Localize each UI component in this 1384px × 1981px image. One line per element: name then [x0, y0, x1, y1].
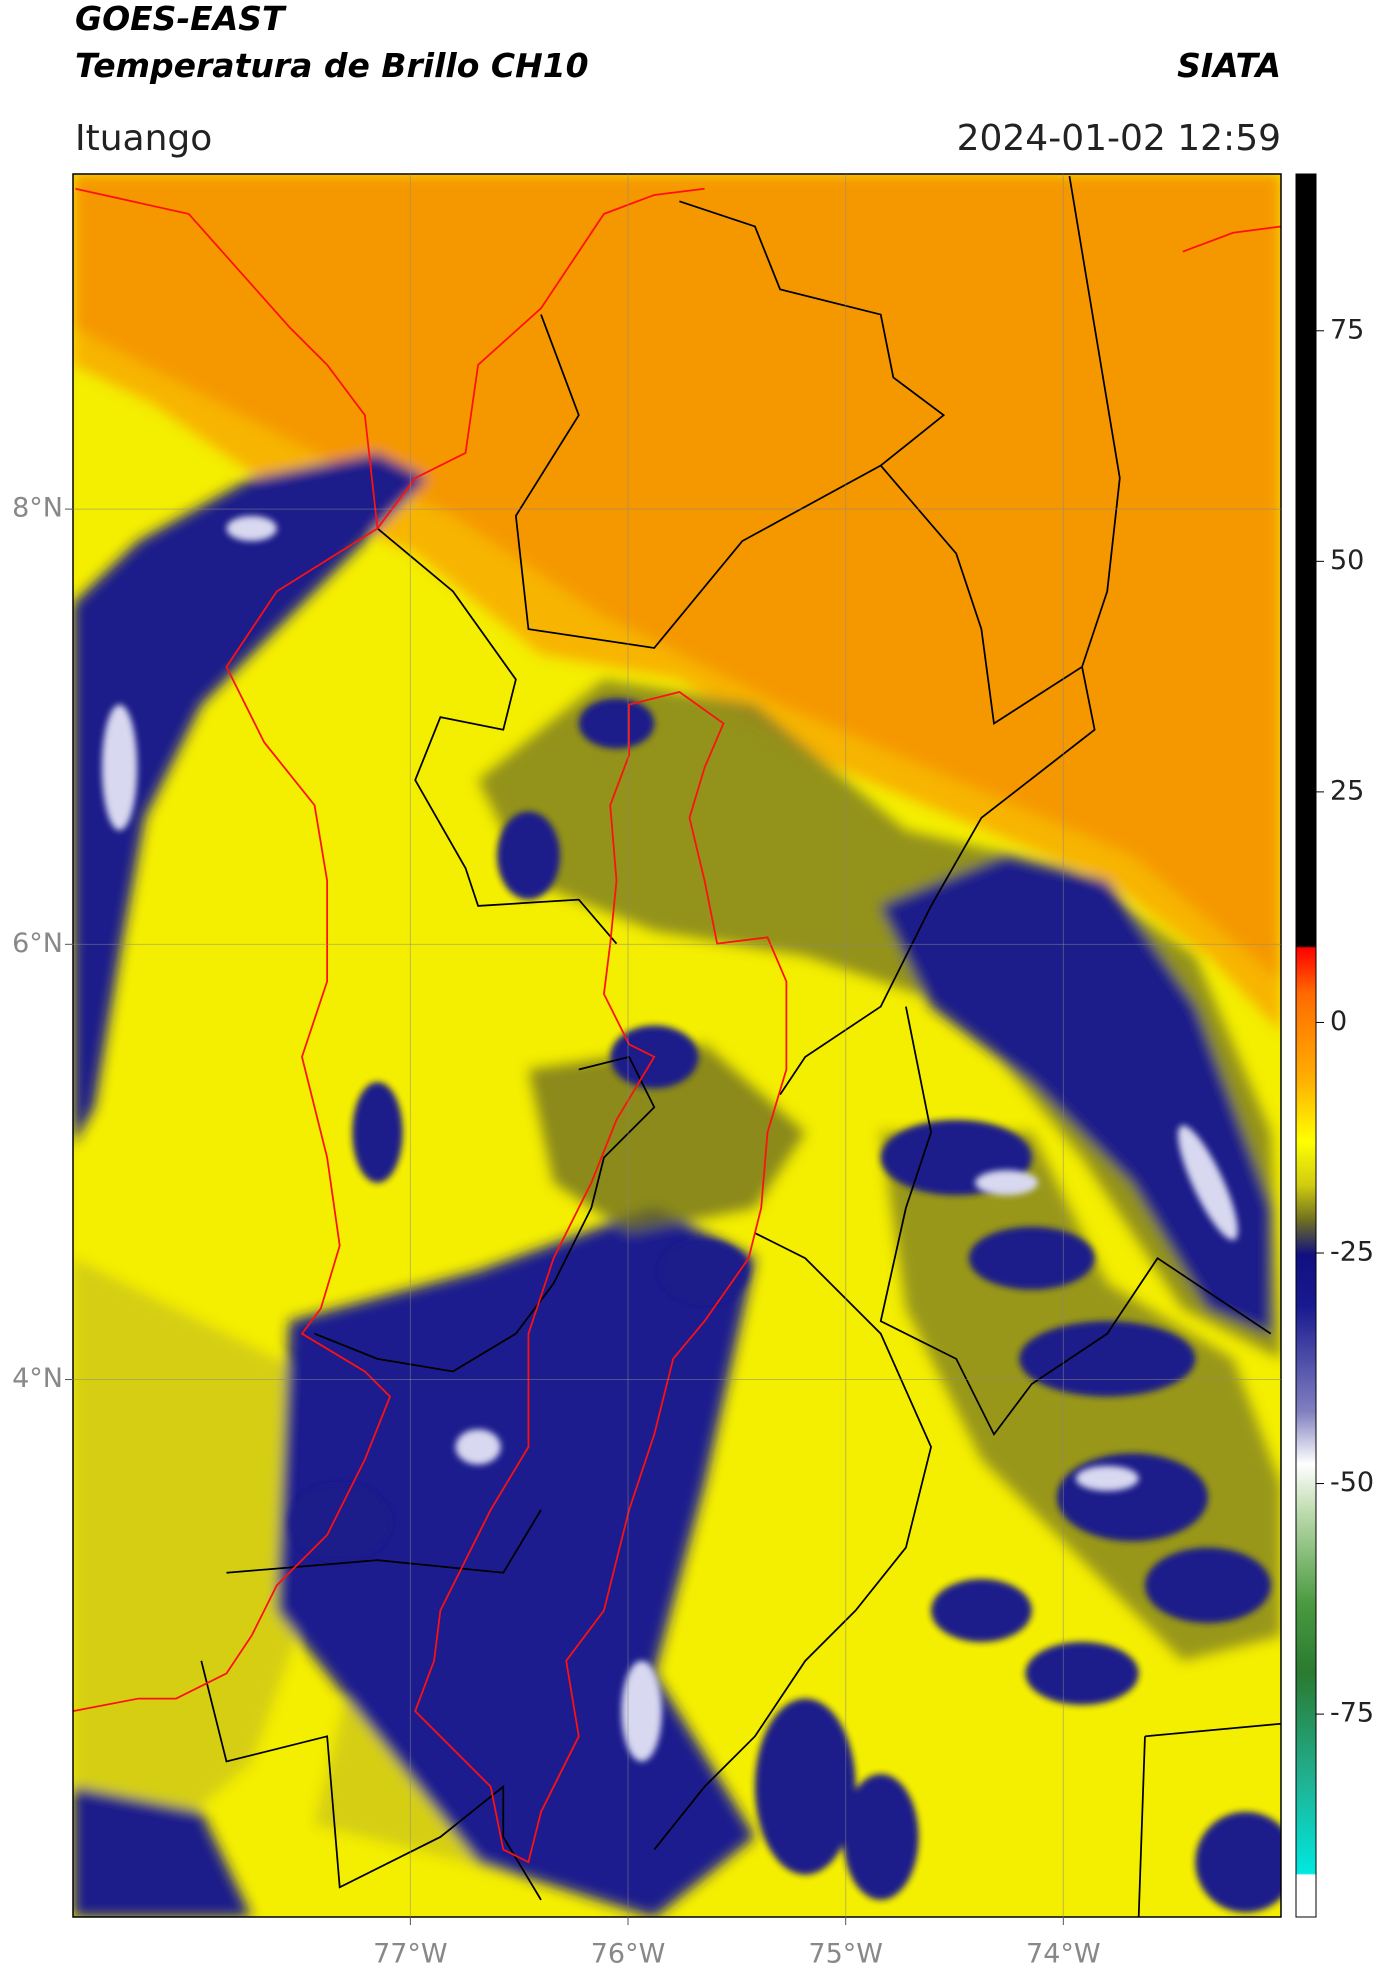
- location: Ituango: [75, 118, 212, 159]
- map-frame: [72, 173, 1282, 1918]
- colorbar-tick-label: -50: [1330, 1467, 1374, 1498]
- satellite-image: [72, 173, 1281, 1918]
- x-tick-label: 77°W: [373, 1939, 448, 1970]
- subtitle: Temperatura de Brillo CH10: [75, 46, 589, 85]
- y-tick-label: 8°N: [12, 493, 63, 524]
- brand: SIATA: [1177, 46, 1281, 85]
- colorbar-tick-label: 25: [1330, 775, 1364, 806]
- y-tick-label: 6°N: [12, 928, 63, 959]
- colorbar-tick-label: 0: [1330, 1006, 1347, 1037]
- colorbar-tick-label: 50: [1330, 545, 1364, 576]
- title: GOES-EAST: [75, 0, 287, 38]
- colorbar-tick-label: -75: [1330, 1698, 1374, 1729]
- x-tick-label: 76°W: [591, 1939, 666, 1970]
- y-tick-label: 4°N: [12, 1363, 63, 1394]
- colorbar-tick-label: -25: [1330, 1237, 1374, 1268]
- colorbar: [1295, 173, 1317, 1918]
- colorbar-tick-label: 75: [1330, 314, 1364, 345]
- datetime: 2024-01-02 12:59: [957, 118, 1281, 159]
- x-tick-label: 75°W: [808, 1939, 883, 1970]
- x-tick-label: 74°W: [1026, 1939, 1101, 1970]
